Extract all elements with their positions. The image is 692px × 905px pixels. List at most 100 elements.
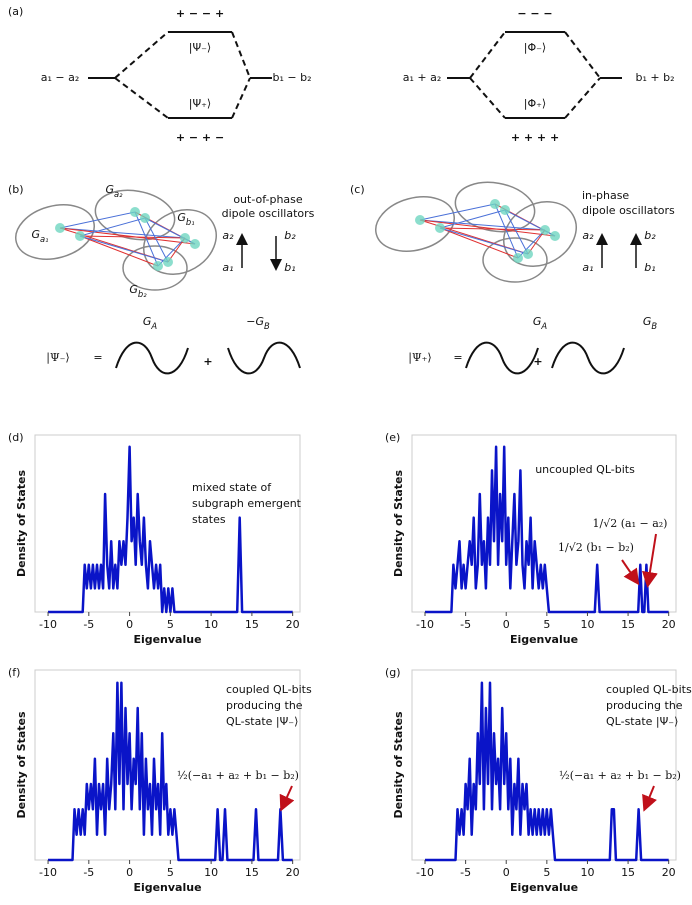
x-axis-label: Eigenvalue xyxy=(510,633,578,646)
x-tick-label: -5 xyxy=(83,618,94,631)
level-label: a₁ + a₂ xyxy=(403,71,442,84)
edge xyxy=(134,211,159,267)
x-axis-label: Eigenvalue xyxy=(510,881,578,894)
signs: + + + + xyxy=(511,131,559,144)
subscript: b₂ xyxy=(138,289,147,299)
arrow-label: b₁ xyxy=(644,261,655,274)
wave xyxy=(115,341,189,375)
node xyxy=(415,215,425,225)
edge xyxy=(59,211,136,229)
subgraph-outline xyxy=(454,181,536,233)
dashed-link xyxy=(114,77,169,119)
caption: dipole oscillators xyxy=(582,204,675,217)
edge xyxy=(439,227,519,259)
graph-label: Ga₂ xyxy=(105,183,123,199)
caption: dipole oscillators xyxy=(222,207,315,220)
base: G xyxy=(143,315,152,328)
x-tick-label: -10 xyxy=(39,618,57,631)
x-tick-label: 5 xyxy=(543,618,550,631)
panel-label: (b) xyxy=(8,183,24,196)
node xyxy=(75,231,85,241)
node xyxy=(55,223,65,233)
dos-line xyxy=(48,445,293,614)
annotation-arrow xyxy=(642,785,657,812)
x-tick-label: -10 xyxy=(416,618,434,631)
edge xyxy=(59,227,186,239)
x-tick-label: 20 xyxy=(662,866,676,879)
subgraph-outline xyxy=(143,209,217,275)
node xyxy=(540,225,550,235)
level-label: a₁ − a₂ xyxy=(41,71,80,84)
x-tick-label: 20 xyxy=(286,618,300,631)
dashed-link xyxy=(114,31,169,79)
ket: |Ψ₋⟩ xyxy=(46,351,69,365)
x-tick-label: 0 xyxy=(503,866,510,879)
edge xyxy=(79,217,146,237)
edge xyxy=(79,235,169,263)
panel-label: (g) xyxy=(385,666,401,679)
dashed-link xyxy=(231,31,251,79)
graph-label: Gb₁ xyxy=(177,211,194,227)
y-axis-label: Density of States xyxy=(15,470,28,577)
annotation: QL-state |Ψ₋⟩ xyxy=(606,715,678,728)
edge xyxy=(504,209,529,255)
annotation: 1/√2 (a₁ − a₂) xyxy=(593,517,668,530)
plot-frame xyxy=(411,434,677,613)
subscript: b₁ xyxy=(186,217,195,227)
x-tick-label: 10 xyxy=(580,618,594,631)
x-tick-label: -10 xyxy=(39,866,57,879)
edge xyxy=(517,229,546,259)
subgraph-outline xyxy=(94,189,176,241)
equals: = xyxy=(93,351,102,364)
annotation: ½(−a₁ + a₂ + b₁ − b₂) xyxy=(177,769,299,782)
annotation: uncoupled QL-bits xyxy=(535,463,635,476)
dashed-link xyxy=(564,31,601,79)
x-tick-label: -5 xyxy=(83,866,94,879)
node xyxy=(190,239,200,249)
x-axis-label: Eigenvalue xyxy=(133,881,201,894)
signs: + − + − xyxy=(176,131,224,144)
dos-line xyxy=(425,681,669,862)
dos-line xyxy=(48,681,293,862)
ket: |Ψ₊⟩ xyxy=(408,351,431,365)
x-tick-label: 15 xyxy=(245,866,259,879)
panel-label: (e) xyxy=(385,431,400,444)
wave-label: GB xyxy=(643,315,658,331)
subscript: a₁ xyxy=(40,234,49,244)
state: |Φ₊⟩ xyxy=(524,97,546,110)
annotation: coupled QL-bits xyxy=(226,683,312,696)
wave xyxy=(551,341,625,375)
annotation: mixed state of xyxy=(192,481,272,494)
edge xyxy=(494,203,519,259)
plus: + xyxy=(533,355,542,368)
wave-label: GA xyxy=(533,315,548,331)
base: G xyxy=(105,183,114,196)
x-axis-label: Eigenvalue xyxy=(133,633,201,646)
annotation: subgraph emergent xyxy=(192,497,302,510)
plot-frame xyxy=(34,669,301,861)
annotation: ½(−a₁ + a₂ + b₁ − b₂) xyxy=(559,769,681,782)
base: G xyxy=(31,228,40,241)
plus: + xyxy=(203,355,212,368)
panel-label: (d) xyxy=(8,431,24,444)
x-tick-label: 20 xyxy=(662,618,676,631)
edge xyxy=(419,219,556,237)
node xyxy=(140,213,150,223)
annotation: 1/√2 (b₁ − b₂) xyxy=(558,541,634,554)
node xyxy=(500,205,510,215)
x-tick-label: 15 xyxy=(621,618,635,631)
equals: = xyxy=(453,351,462,364)
panel-label: (c) xyxy=(350,183,365,196)
dashed-link xyxy=(231,77,251,119)
subscript: A xyxy=(540,321,547,331)
annotation: producing the xyxy=(226,699,303,712)
node xyxy=(130,207,140,217)
x-tick-label: -10 xyxy=(416,866,434,879)
edge xyxy=(79,235,186,239)
wave xyxy=(227,341,301,375)
annotation-arrow xyxy=(641,533,658,588)
edge xyxy=(439,227,546,231)
arrow-label: a₁ xyxy=(222,261,233,274)
